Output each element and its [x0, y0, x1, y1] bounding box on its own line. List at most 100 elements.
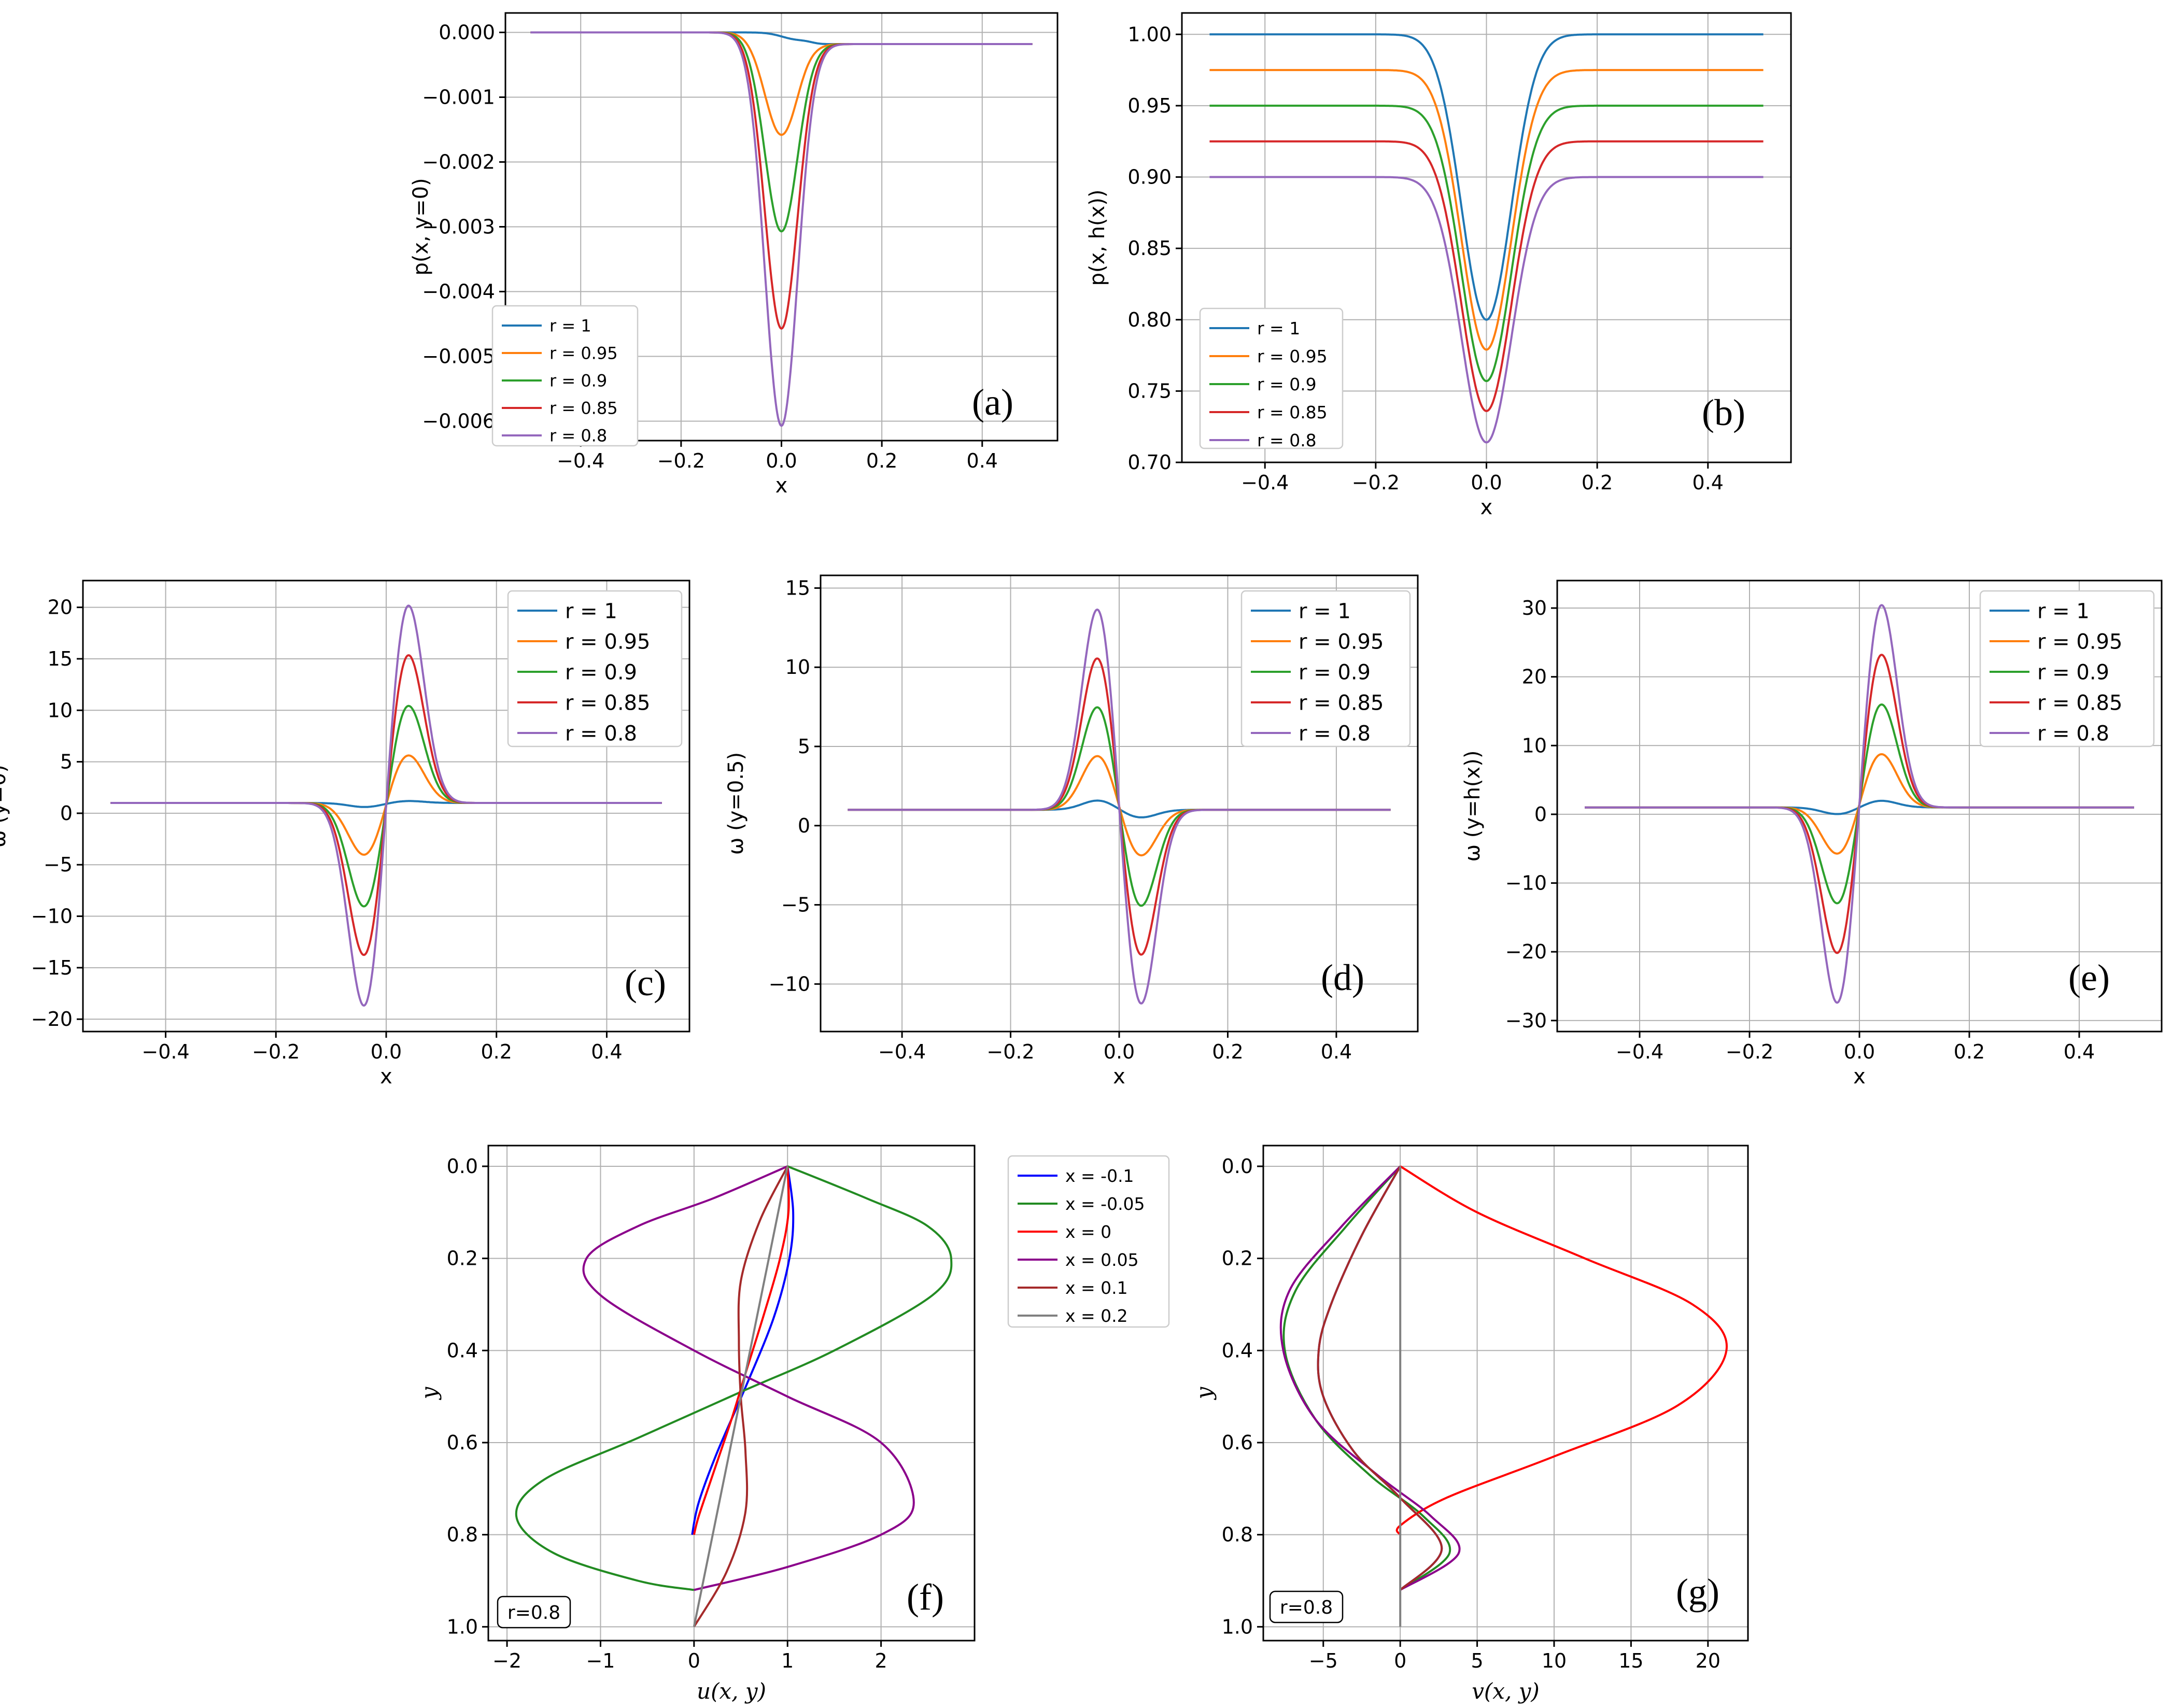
- annotation-text: r=0.8: [1280, 1597, 1333, 1618]
- legend-label: r = 0.9: [565, 660, 637, 684]
- y-tick-label: 0.80: [1127, 308, 1172, 331]
- legend-label: r = 0.8: [1299, 722, 1371, 745]
- panel-label: (f): [907, 1576, 944, 1618]
- y-tick-label: 1.0: [447, 1615, 478, 1638]
- series-line-r-1: [1209, 33, 1764, 321]
- y-tick-label: 0.4: [1222, 1339, 1253, 1362]
- x-tick-label: −0.4: [557, 449, 604, 472]
- legend-label: x = -0.1: [1065, 1166, 1134, 1186]
- panel-label: (a): [972, 382, 1013, 423]
- y-tick-label: 0.8: [1222, 1523, 1253, 1546]
- legend-label: r = 0.95: [1299, 630, 1384, 654]
- y-tick-label: 0.4: [447, 1339, 478, 1362]
- series-line-x-0p05: [1282, 1165, 1451, 1591]
- series-line-x-0p05: [582, 1165, 915, 1591]
- x-axis-label: u(x, y): [697, 1678, 766, 1704]
- x-tick-label: −0.4: [1241, 471, 1289, 494]
- legend-box: [507, 590, 683, 747]
- series-group: [1584, 604, 2135, 1004]
- y-tick-label: −0.003: [422, 216, 495, 238]
- y-axis-label: ω (y=h(x)): [1461, 751, 1485, 862]
- legend-label: r = 1: [565, 599, 617, 623]
- legend-label: x = 0.05: [1065, 1250, 1139, 1270]
- y-tick-label: 1.0: [1222, 1615, 1253, 1638]
- x-tick-label: 0.4: [967, 449, 998, 472]
- legend-label: r = 0.8: [565, 722, 637, 745]
- x-tick-label: −2: [492, 1649, 521, 1672]
- series-line-x-0p05: [515, 1165, 953, 1591]
- y-tick-label: −10: [769, 972, 810, 995]
- x-axis-label: x: [775, 474, 788, 498]
- x-tick-label: −0.4: [878, 1040, 926, 1063]
- y-tick-label: −0.001: [422, 86, 495, 109]
- series-line-r-0p85: [1209, 140, 1764, 412]
- axes-frame: [82, 580, 690, 1033]
- legend-label: r = 0.85: [2037, 691, 2122, 715]
- legend-label: r = 1: [1257, 318, 1300, 338]
- series-line-x-0p05: [1279, 1165, 1461, 1591]
- y-tick-label: 10: [48, 699, 73, 722]
- y-tick-label: −20: [31, 1008, 73, 1031]
- y-tick-label: 0.0: [1222, 1155, 1253, 1178]
- y-axis-label: y: [416, 1386, 442, 1400]
- legend-label: r = 0.95: [549, 344, 618, 363]
- y-tick-label: −30: [1505, 1009, 1547, 1032]
- legend-label: r = 0.85: [565, 691, 650, 715]
- y-tick-label: 10: [1522, 734, 1547, 757]
- panel-label: (b): [1702, 392, 1745, 433]
- x-tick-label: −0.4: [1616, 1040, 1663, 1063]
- y-tick-label: −5: [44, 853, 73, 876]
- chart-panel-d: −0.4 −0.2 0.0 0.2 0.4 15 10 5 0 −5 −10 x ω (y=0.5) (d…: [724, 574, 1419, 1089]
- series-line-x-0p1: [1317, 1166, 1443, 1591]
- x-tick-label: −0.4: [142, 1040, 189, 1063]
- y-tick-label: 0: [1534, 803, 1547, 826]
- y-tick-label: 0.000: [439, 21, 495, 44]
- y-tick-label: 0.75: [1127, 379, 1172, 402]
- y-tick-label: 0.70: [1127, 451, 1172, 474]
- axes-frame: [504, 12, 1059, 442]
- series-line-x-0p2: [693, 1166, 789, 1627]
- x-tick-label: 0.4: [1321, 1040, 1352, 1063]
- x-tick-label: 0.2: [1954, 1040, 1985, 1063]
- legend-label: r = 0.8: [2037, 722, 2109, 745]
- x-tick-label: −0.2: [1352, 471, 1400, 494]
- y-axis-label: ω (y=0): [0, 765, 10, 848]
- y-tick-label: −0.005: [422, 345, 495, 368]
- x-tick-label: 0.4: [1693, 471, 1724, 494]
- y-tick-label: 0: [798, 814, 810, 837]
- series-group: [515, 1165, 953, 1628]
- panel-label: (g): [1676, 1571, 1719, 1613]
- y-axis-label: p(x, y=0): [409, 178, 433, 275]
- x-tick-label: −0.2: [657, 449, 705, 472]
- series-line-r-0p9: [1209, 104, 1764, 383]
- series-line-x-0p1: [1317, 1166, 1443, 1591]
- y-tick-label: 15: [48, 647, 73, 670]
- x-tick-label: 15: [1618, 1649, 1643, 1672]
- legend-box: [1979, 590, 2155, 747]
- chart-panel-f: −2 −1 0 1 2 0.0 0.2 0.4 0.6 0.8 1.0 u(x, y) y (f) r=0.…: [416, 1145, 1170, 1704]
- legend-label: x = 0: [1065, 1222, 1111, 1242]
- series-line-r-0p8: [848, 609, 1391, 1005]
- x-tick-label: 0.0: [766, 449, 797, 472]
- series-group: [1209, 33, 1764, 444]
- y-tick-label: 1.00: [1127, 23, 1172, 46]
- series-group: [110, 604, 662, 1007]
- panel-label: (e): [2068, 957, 2110, 998]
- y-tick-label: 5: [60, 751, 73, 773]
- y-tick-label: 0.90: [1127, 166, 1172, 189]
- x-tick-label: 5: [1471, 1649, 1483, 1672]
- legend-label: r = 1: [549, 316, 591, 336]
- chart-panel-c: −0.4 −0.2 0.0 0.2 0.4 20 15 10 5 0 −5 −10 −15 −20 x ω (…: [0, 580, 690, 1089]
- y-tick-label: 20: [1522, 666, 1547, 688]
- x-tick-label: 10: [1542, 1649, 1567, 1672]
- legend-label: r = 0.8: [1257, 430, 1317, 450]
- chart-panel-e: −0.4 −0.2 0.0 0.2 0.4 30 20 10 0 −10 −20 −30 x ω (y=h…: [1461, 580, 2163, 1089]
- x-tick-label: 0.0: [1471, 471, 1502, 494]
- y-tick-label: 0: [60, 802, 73, 825]
- panel-label: (d): [1321, 957, 1364, 998]
- annotation-box: [1269, 1590, 1344, 1624]
- axes-frame: [820, 574, 1419, 1033]
- y-tick-label: −0.002: [422, 151, 495, 174]
- legend-box: [491, 305, 639, 447]
- series-group: [1279, 1165, 1728, 1627]
